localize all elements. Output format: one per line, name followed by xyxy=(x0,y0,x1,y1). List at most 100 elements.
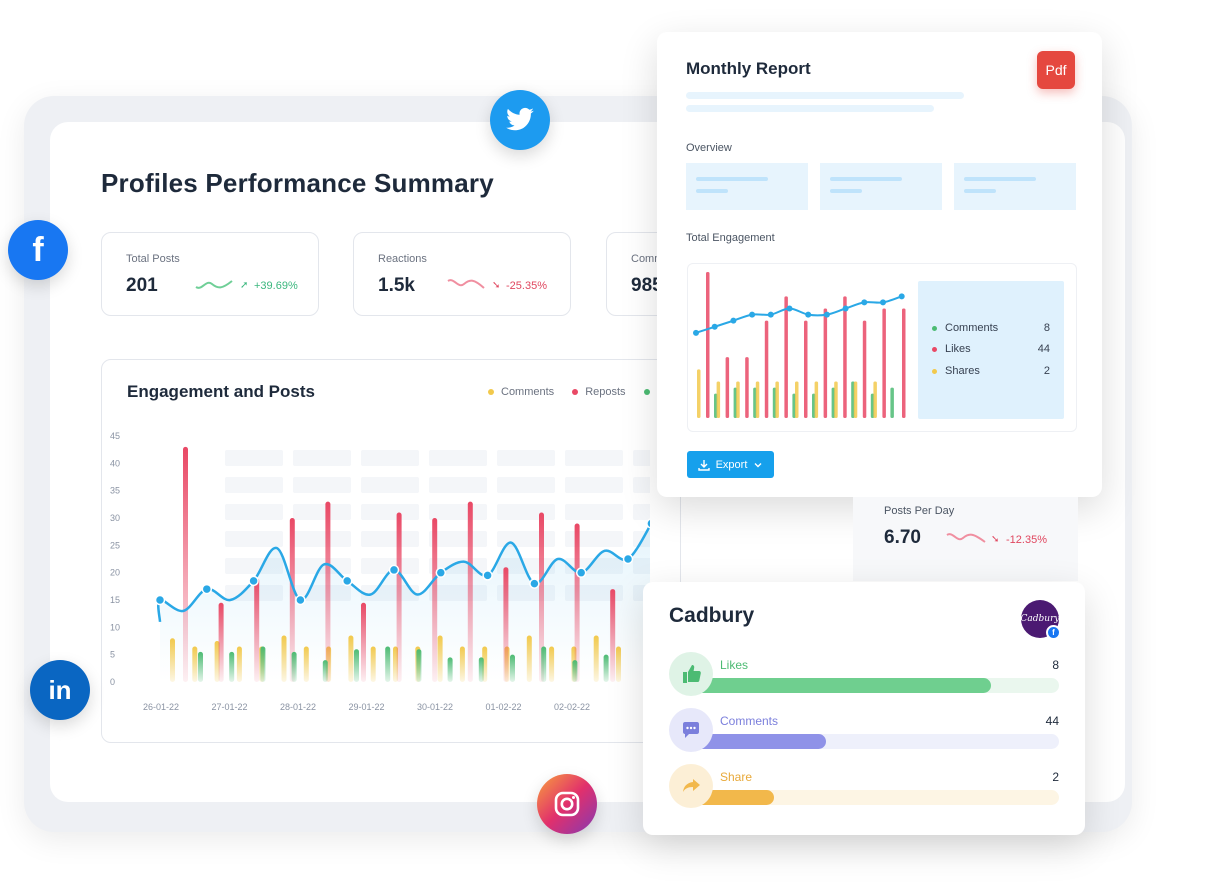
report-point xyxy=(842,305,849,312)
grid-cell xyxy=(633,477,650,493)
posts-per-day-card[interactable]: Posts Per Day 6.70 ➘ -12.35% xyxy=(853,497,1078,581)
shares-bar xyxy=(814,381,819,418)
grid-cell xyxy=(633,450,650,466)
thumbs-up-icon xyxy=(669,652,713,696)
sparkline-down-icon xyxy=(946,533,986,543)
legend-item-likes[interactable] xyxy=(643,386,650,398)
report-chart-box xyxy=(687,263,1077,432)
likes-bar xyxy=(603,654,609,682)
posts-point[interactable] xyxy=(435,567,447,578)
metric-fill xyxy=(691,790,774,805)
posts-point[interactable] xyxy=(201,583,213,595)
twitter-icon[interactable] xyxy=(490,90,550,150)
share-arrow-icon xyxy=(669,764,713,808)
comments-bar xyxy=(214,641,220,682)
shares-bar xyxy=(873,381,877,418)
grid-cell xyxy=(225,477,283,493)
arrow-up-icon: ➚ xyxy=(240,280,249,291)
posts-point[interactable] xyxy=(388,564,400,576)
legend-item-comments[interactable]: Comments xyxy=(488,386,554,398)
grid-cell xyxy=(565,450,623,466)
stat-value: 1.5k xyxy=(378,275,415,296)
legend-item-reposts[interactable]: Reposts xyxy=(572,386,626,398)
report-point xyxy=(898,293,905,300)
stat-card-total-posts[interactable]: Total Posts 201 ➚ +39.69% xyxy=(101,232,319,316)
page-title: Profiles Performance Summary xyxy=(101,168,494,198)
reposts-bar xyxy=(574,523,580,682)
likes-bar xyxy=(510,654,515,682)
grid-cell xyxy=(225,450,283,466)
cadbury-title: Cadbury xyxy=(669,604,755,627)
linkedin-icon[interactable]: in xyxy=(30,660,90,720)
arrow-down-icon: ➘ xyxy=(492,280,501,291)
likes-bar xyxy=(843,296,847,418)
posts-point[interactable] xyxy=(295,594,306,606)
metric-comments: Comments 44 xyxy=(669,708,1059,752)
posts-point[interactable] xyxy=(482,570,493,581)
comments-bar xyxy=(437,635,443,682)
overview-label: Overview xyxy=(686,142,732,154)
legend-dot xyxy=(932,368,937,374)
export-label: Export xyxy=(715,458,748,471)
y-tick-label: 10 xyxy=(110,622,120,632)
likes-bar xyxy=(260,646,266,682)
logo-text: Cadbury xyxy=(1020,614,1060,624)
legend-value: 2 xyxy=(1043,365,1050,377)
shares-bar xyxy=(775,381,779,418)
total-engagement-chart xyxy=(693,272,906,418)
reposts-bar xyxy=(183,446,188,682)
pdf-label: Pdf xyxy=(1045,62,1067,78)
overview-tile xyxy=(954,163,1076,210)
comments-bar xyxy=(549,646,555,682)
shares-bar xyxy=(736,381,740,418)
cadbury-card: Cadbury Cadbury f Likes 8 Comments 44 Sha… xyxy=(643,582,1085,835)
posts-point[interactable] xyxy=(341,575,353,587)
stat-value: 201 xyxy=(126,275,158,296)
posts-point[interactable] xyxy=(248,575,259,587)
comments-bar xyxy=(303,646,309,682)
report-legend: Comments 8 Likes 44 Shares 2 xyxy=(918,281,1064,419)
likes-bar xyxy=(745,357,749,418)
y-tick-label: 0 xyxy=(110,677,115,687)
sparkline-up-icon xyxy=(195,280,233,289)
instagram-icon[interactable] xyxy=(537,774,597,834)
shares-bar xyxy=(716,381,721,418)
export-button[interactable]: Export xyxy=(687,451,774,478)
pdf-icon[interactable]: Pdf xyxy=(1037,51,1075,89)
likes-bar xyxy=(784,296,788,418)
grid-cell xyxy=(497,477,555,493)
posts-point[interactable] xyxy=(575,567,587,578)
metric-label: Likes xyxy=(720,658,749,672)
metric-track xyxy=(691,790,1059,805)
report-legend-likes: Likes 44 xyxy=(932,343,1050,355)
y-tick-label: 35 xyxy=(110,486,120,496)
comments-bar xyxy=(170,638,175,682)
x-tick-label: 26-01-22 xyxy=(143,702,179,712)
posts-point[interactable] xyxy=(646,518,650,529)
report-point xyxy=(693,329,699,336)
monthly-report-card: Monthly Report Pdf Overview Total Engage… xyxy=(657,32,1102,497)
report-line xyxy=(695,295,903,334)
posts-point[interactable] xyxy=(154,594,166,606)
grid-cell xyxy=(361,531,419,547)
facebook-icon[interactable]: f xyxy=(8,220,68,280)
grid-cell xyxy=(565,531,623,547)
cadbury-logo[interactable]: Cadbury f xyxy=(1020,600,1061,640)
engagement-chart: 45 40 35 30 25 20 15 10 5 0 26-01-22 27-01-22 28-01… xyxy=(110,431,650,712)
legend-label: Comments xyxy=(945,322,999,334)
stat-card-reactions[interactable]: Reactions 1.5k ➘ -25.35% xyxy=(353,232,571,316)
report-point xyxy=(767,311,774,318)
legend-label: Shares xyxy=(945,365,980,377)
reposts-bar xyxy=(396,512,402,682)
posts-point[interactable] xyxy=(529,578,540,589)
placeholder-line xyxy=(686,92,964,99)
reposts-bar xyxy=(289,518,295,682)
likes-bar xyxy=(416,649,422,682)
chart-legend: Comments Reposts xyxy=(488,386,650,398)
stat-value: 985 xyxy=(631,275,663,296)
grid-cell xyxy=(429,450,487,466)
grid-cell xyxy=(497,504,555,520)
likes-bar xyxy=(804,320,808,418)
posts-point[interactable] xyxy=(622,553,634,565)
reposts-bar xyxy=(539,512,544,682)
